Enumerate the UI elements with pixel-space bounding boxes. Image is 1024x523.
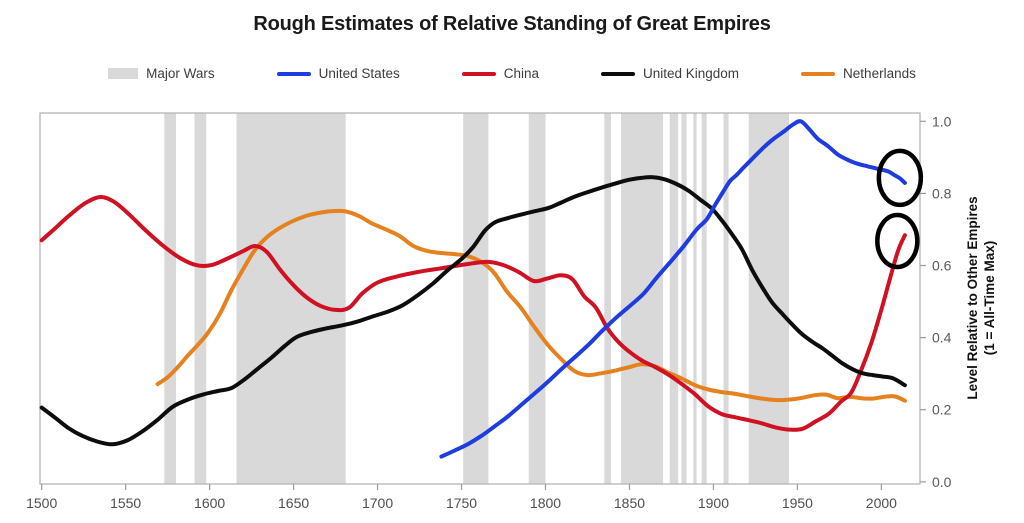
x-tick-label-1950: 1950 xyxy=(782,495,813,511)
legend-item-united-states: United States xyxy=(276,66,400,81)
band-swatch-major-wars xyxy=(108,68,139,79)
x-tick-label-1750: 1750 xyxy=(446,495,477,511)
y-axis-label-line1: Level Relative to Other Empires xyxy=(965,196,980,399)
y-tick-label-1.0: 1.0 xyxy=(932,113,952,129)
x-tick-label-1650: 1650 xyxy=(278,495,309,511)
highlight-ellipse-china xyxy=(875,212,920,270)
line-swatch-united-kingdom xyxy=(600,71,635,76)
legend-label-netherlands: Netherlands xyxy=(843,66,916,81)
legend-item-united-kingdom: United Kingdom xyxy=(600,66,740,81)
series-line-netherlands xyxy=(155,208,907,403)
war-band-1881 xyxy=(681,113,687,484)
war-band-1616 xyxy=(236,113,346,484)
line-swatch-china xyxy=(461,71,496,76)
y-tick-label-0.6: 0.6 xyxy=(932,258,952,274)
plot-border xyxy=(39,112,921,485)
y-tick-label-0.4: 0.4 xyxy=(932,330,952,346)
y-tick-label-0.8: 0.8 xyxy=(932,185,952,201)
legend-item-china: China xyxy=(461,66,539,81)
war-band-1888 xyxy=(693,113,697,484)
y-axis-label-line2: (1 = All-Time Max) xyxy=(982,241,997,355)
legend-label-united-states: United States xyxy=(318,66,400,81)
y-tick-label-0.0: 0.0 xyxy=(932,474,952,490)
line-swatch-united-states xyxy=(276,71,311,76)
legend-item-netherlands: Netherlands xyxy=(801,66,916,81)
war-band-1835 xyxy=(604,113,611,484)
chart-title: Rough Estimates of Relative Standing of … xyxy=(253,13,771,35)
war-band-1874 xyxy=(669,113,679,484)
x-tick-label-1850: 1850 xyxy=(614,495,645,511)
line-swatch-netherlands xyxy=(801,71,836,76)
x-tick-label-1500: 1500 xyxy=(26,495,57,511)
series-line-united-states xyxy=(439,119,907,459)
x-tick-label-2000: 2000 xyxy=(866,495,897,511)
y-tick-label-0.2: 0.2 xyxy=(932,402,952,418)
war-band-1751 xyxy=(463,113,489,484)
series-line-china xyxy=(39,194,907,432)
series-line-united-kingdom xyxy=(39,175,907,447)
war-band-1893 xyxy=(701,113,707,484)
legend-label-china: China xyxy=(503,66,539,81)
legend-item-major-wars: Major Wars xyxy=(108,66,215,81)
highlight-ellipse-united-states xyxy=(876,148,924,208)
x-tick-label-1600: 1600 xyxy=(194,495,225,511)
legend-label-major-wars: Major Wars xyxy=(146,66,215,81)
x-tick-label-1550: 1550 xyxy=(110,495,141,511)
chart-legend: Major Wars United States China United Kingd… xyxy=(0,66,1024,81)
x-tick-label-1800: 1800 xyxy=(530,495,561,511)
x-tick-label-1700: 1700 xyxy=(362,495,393,511)
war-band-1573 xyxy=(164,113,177,484)
war-band-1845 xyxy=(621,113,664,484)
war-band-1591 xyxy=(194,113,207,484)
war-band-1790 xyxy=(528,113,546,484)
war-band-1906 xyxy=(723,113,729,484)
legend-label-united-kingdom: United Kingdom xyxy=(642,66,740,81)
x-tick-label-1900: 1900 xyxy=(698,495,729,511)
